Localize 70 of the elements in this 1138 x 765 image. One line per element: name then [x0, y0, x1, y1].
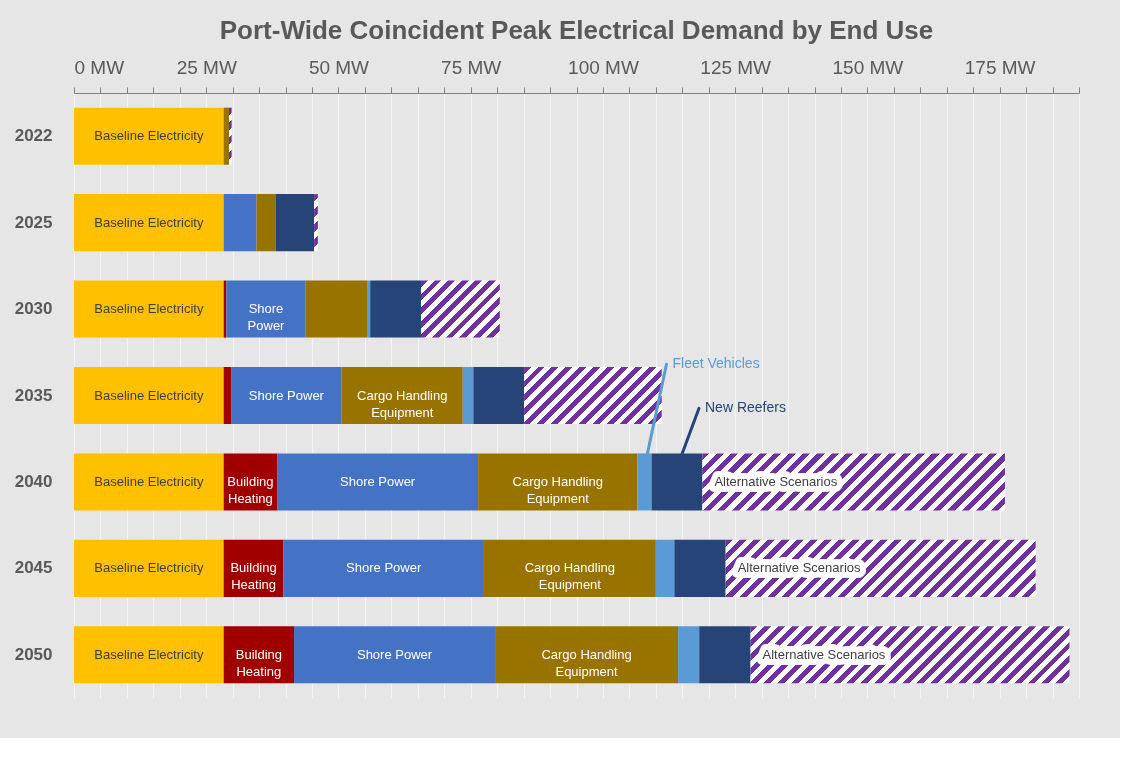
bar: [74, 453, 224, 511]
bar: [223, 107, 229, 165]
bar: [674, 539, 726, 597]
x-tick-label: 100 MW: [568, 56, 639, 78]
bar: [524, 366, 662, 425]
x-tick-label: 75 MW: [441, 56, 502, 78]
text: Shore Power: [346, 560, 422, 576]
bar: [231, 366, 342, 425]
text: Cargo Handling Equipment: [524, 560, 616, 593]
bar: [678, 626, 700, 684]
y-tick-label: 2040: [14, 471, 53, 491]
text: Baseline Electricity: [94, 214, 204, 230]
bar: [283, 539, 484, 597]
bar: [367, 280, 371, 338]
bar: [478, 453, 638, 511]
x-tick-label: 125 MW: [700, 56, 772, 78]
series-label: Building Heating: [227, 473, 274, 506]
text: Baseline Electricity: [94, 387, 204, 403]
text: Building Heating: [235, 646, 282, 679]
bar: [223, 194, 257, 252]
bar: [314, 194, 318, 252]
text: Baseline Electricity: [94, 646, 204, 662]
x-tick-label: 25 MW: [176, 56, 237, 78]
bar: [370, 280, 421, 338]
bar: [699, 626, 751, 684]
y-tick-label: 2030: [14, 299, 53, 319]
bar: [74, 194, 224, 252]
bar: [305, 280, 368, 338]
series-label: Baseline Electricity: [94, 128, 204, 144]
bar: [228, 107, 232, 165]
y-tick-label: 2035: [14, 385, 53, 405]
bar: [495, 626, 679, 684]
text: Baseline Electricity: [94, 473, 204, 489]
x-tick-label: 150 MW: [832, 56, 904, 78]
bar: [74, 107, 224, 165]
text: Building Heating: [230, 560, 277, 593]
bar: [462, 366, 474, 425]
bar: [223, 366, 232, 425]
bar: [74, 626, 224, 684]
series-label: Shore Power: [247, 301, 286, 334]
bar: [483, 539, 656, 597]
bar: [74, 539, 224, 597]
text: Shore Power: [356, 646, 433, 662]
bar: [226, 280, 306, 338]
y-tick-label: 2050: [14, 644, 53, 664]
text: Fleet Vehicles: [672, 355, 760, 372]
text: New Reefers: [705, 399, 786, 416]
bar: [294, 626, 496, 684]
text: Cargo Handling Equipment: [512, 473, 603, 506]
bar: [473, 366, 525, 425]
x-tick-label: 0 MW: [74, 56, 125, 78]
bar: [74, 366, 224, 425]
text: Shore Power: [248, 387, 324, 403]
y-tick-label: 2025: [14, 212, 53, 232]
bar: [275, 194, 315, 252]
bar: [256, 194, 276, 252]
chart-title: Port-Wide Coincident Peak Electrical Demand by End Use: [219, 15, 934, 45]
series-label: Cargo Handling Equipment: [357, 387, 448, 420]
text: Cargo Handling Equipment: [541, 646, 632, 679]
x-tick-label: 50 MW: [308, 56, 370, 78]
x-tick-label: 175 MW: [964, 56, 1036, 78]
y-tick-label: 2045: [14, 558, 53, 578]
y-tick-label: 2022: [14, 126, 53, 146]
text: Baseline Electricity: [94, 301, 204, 317]
text: Baseline Electricity: [94, 560, 204, 576]
bar: [655, 539, 675, 597]
bar: [277, 453, 479, 511]
text: Shore Power: [340, 473, 416, 489]
bar: [420, 280, 500, 338]
bar: [74, 280, 224, 338]
